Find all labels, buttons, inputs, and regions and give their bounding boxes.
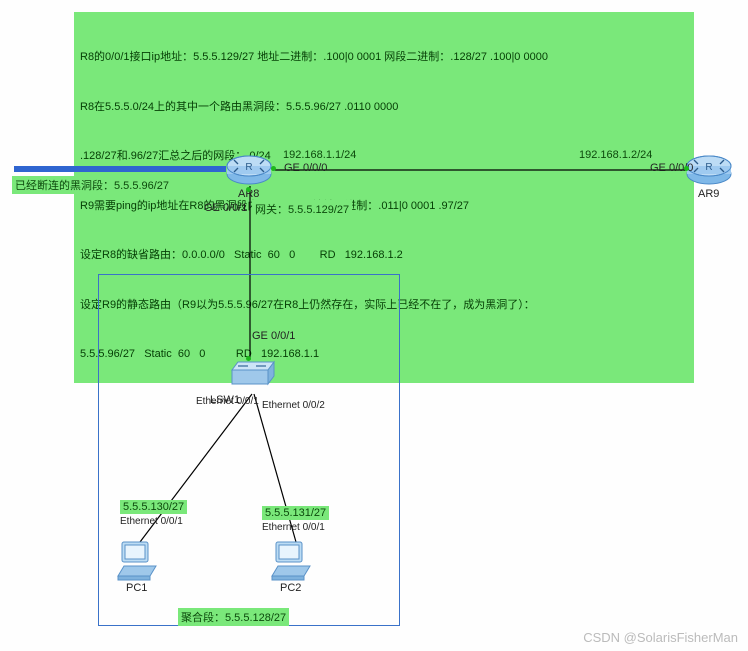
pc2-ip: 5.5.5.131/27 xyxy=(262,506,329,520)
pc1-ip: 5.5.5.130/27 xyxy=(120,500,187,514)
info-line: R8在5.5.5.0/24上的其中一个路由黑洞段：5.5.5.96/27 .01… xyxy=(80,99,688,116)
pc2-eth: Ethernet 0/0/1 xyxy=(262,522,325,533)
pc-1[interactable] xyxy=(116,538,162,578)
ar9-label: AR9 xyxy=(698,188,719,200)
info-line: R9需要ping的ip地址在R8的黑洞段内：5.5.5.97 地址二进制：.01… xyxy=(80,198,688,215)
ar8-wan-ip: 192.168.1.1/24 xyxy=(280,148,359,162)
pc-2[interactable] xyxy=(270,538,316,578)
disconnected-label: 已经断连的黑洞段：5.5.5.96/27 xyxy=(12,176,172,194)
pc1-label: PC1 xyxy=(126,582,147,594)
port-dot xyxy=(684,166,689,171)
aggregate-label: 聚合段：5.5.5.128/27 xyxy=(178,608,289,626)
ar9-wan-ip: 192.168.1.2/24 xyxy=(576,148,655,162)
port-dot xyxy=(271,166,276,171)
router-ar8[interactable]: R xyxy=(224,150,274,184)
sw-eth002: Ethernet 0/0/2 xyxy=(262,400,325,411)
info-line: 设定R8的缺省路由：0.0.0.0/0 Static 60 0 RD 192.1… xyxy=(80,247,688,264)
ar8-ge001: GE 0/0/1 xyxy=(204,202,247,214)
gateway-label: 网关：5.5.5.129/27 xyxy=(252,200,352,218)
pc2-label: PC2 xyxy=(280,582,301,594)
svg-text:R: R xyxy=(245,162,252,173)
ar8-ge000: GE 0/0/0 xyxy=(284,162,327,174)
svg-text:R: R xyxy=(705,162,712,173)
watermark: CSDN @SolarisFisherMan xyxy=(583,630,738,645)
pc1-eth: Ethernet 0/0/1 xyxy=(120,516,183,527)
disconnected-link xyxy=(14,166,226,172)
port-dot xyxy=(246,187,251,192)
info-line: R8的0/0/1接口ip地址：5.5.5.129/27 地址二进制：.100|0… xyxy=(80,49,688,66)
switch-lsw1[interactable] xyxy=(228,356,274,396)
sw-ge001: GE 0/0/1 xyxy=(252,330,295,342)
port-dot xyxy=(246,356,251,361)
sw-eth001: Ethernet 0/0/1 xyxy=(196,396,259,407)
